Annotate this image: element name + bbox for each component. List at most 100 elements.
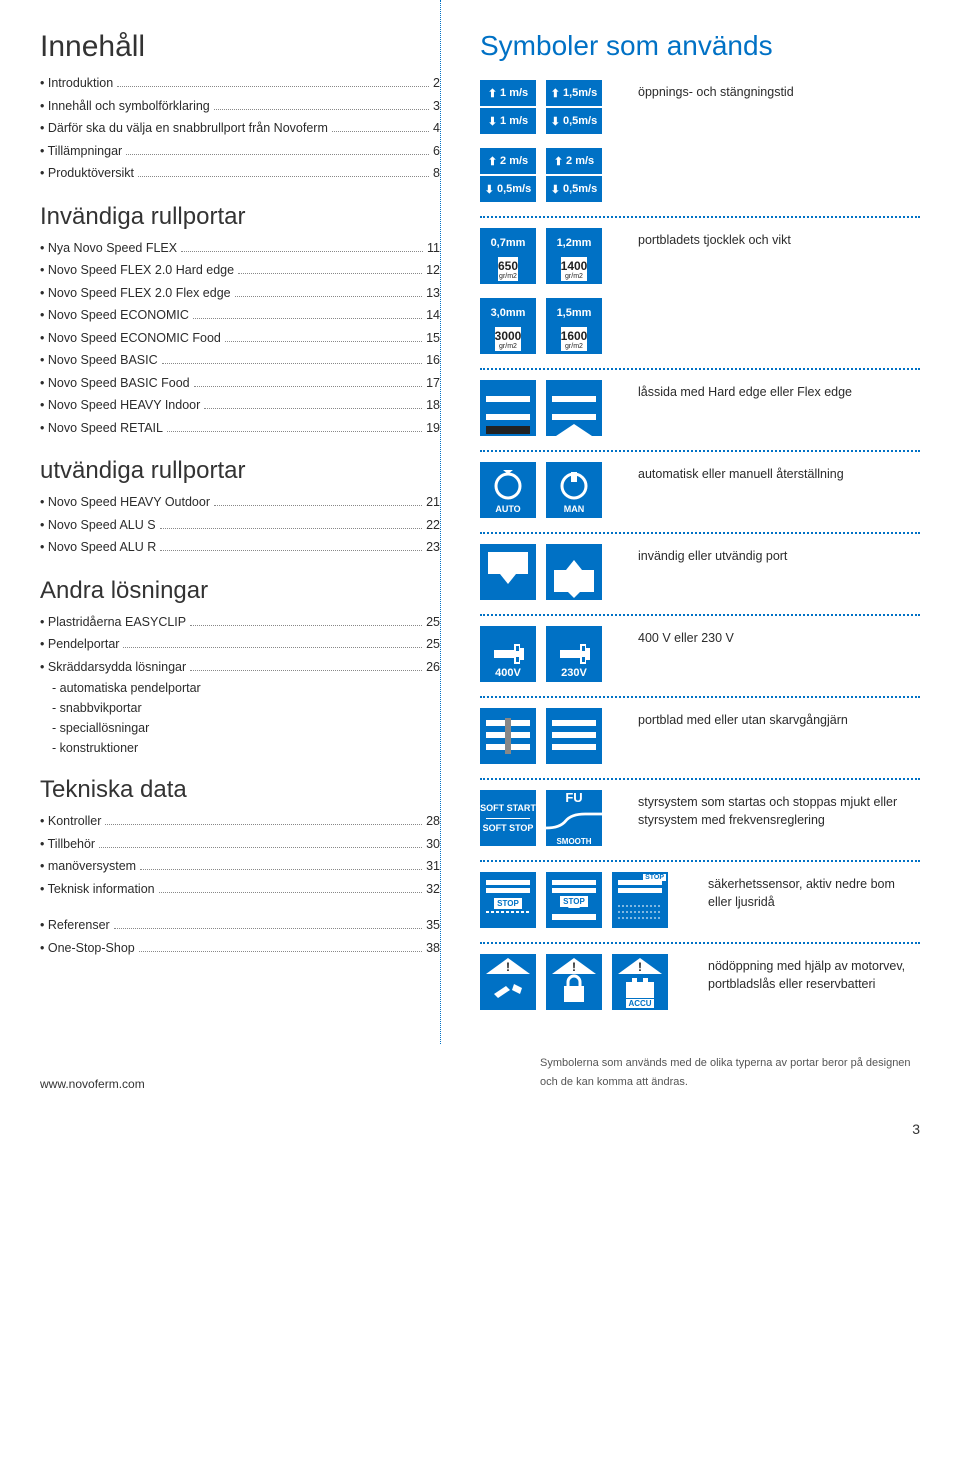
flex-edge-icon bbox=[546, 380, 602, 436]
toc-item-page: 11 bbox=[427, 237, 440, 260]
symbol-desc-safety: säkerhetssensor, aktiv nedre bom eller l… bbox=[708, 872, 920, 911]
symbol-row-speed2: ⬆2 m/s ⬇0,5m/s ⬆2 m/s ⬇0,5m/s bbox=[480, 148, 920, 202]
lock-icon: ! bbox=[546, 954, 602, 1010]
symbol-desc-reset: automatisk eller manuell återställning bbox=[638, 462, 920, 484]
toc-item-label: Novo Speed HEAVY Indoor bbox=[40, 394, 200, 417]
toc-item-label: Därför ska du välja en snabbrullport frå… bbox=[40, 117, 328, 140]
toc-item-label: Novo Speed ALU S bbox=[40, 514, 156, 537]
fu-label: FU bbox=[565, 790, 582, 805]
toc-line: Novo Speed ALU S22 bbox=[40, 514, 440, 537]
dotted-separator bbox=[480, 614, 920, 616]
toc-leader-dots bbox=[214, 505, 422, 506]
speed-c-up: 2 m/s bbox=[500, 155, 528, 167]
toc-title: Innehåll bbox=[40, 30, 440, 64]
plug-400v-icon: 400V bbox=[480, 626, 536, 682]
heading-andra: Andra lösningar bbox=[40, 577, 440, 605]
symbol-row-speed: ⬆1 m/s ⬇1 m/s ⬆1,5m/s ⬇0,5m/s öppnings- … bbox=[480, 80, 920, 134]
symbol-row-safety: STOP STOP STOP säkerhetssensor, aktiv ne… bbox=[480, 872, 920, 928]
toc-line: Pendelportar25 bbox=[40, 633, 440, 656]
stop-label-3: STOP bbox=[643, 874, 666, 881]
toc-subitem: automatiska pendelportar bbox=[40, 678, 440, 698]
thickness-icon-a: 0,7mm 650gr/m2 bbox=[480, 228, 536, 284]
toc-line: Därför ska du välja en snabbrullport frå… bbox=[40, 117, 440, 140]
toc-item-label: Novo Speed RETAIL bbox=[40, 417, 163, 440]
toc-item-label: Skräddarsydda lösningar bbox=[40, 656, 186, 679]
toc-item-page: 28 bbox=[426, 810, 440, 833]
vertical-divider bbox=[440, 0, 441, 1044]
toc-line: Novo Speed BASIC16 bbox=[40, 349, 440, 372]
toc-line: Tillämpningar6 bbox=[40, 140, 440, 163]
toc-leader-dots bbox=[332, 131, 429, 132]
toc-line: Novo Speed HEAVY Indoor18 bbox=[40, 394, 440, 417]
toc-item-label: Kontroller bbox=[40, 810, 101, 833]
toc-item-page: 3 bbox=[433, 95, 440, 118]
indoor-icon bbox=[480, 544, 536, 600]
toc-leader-dots bbox=[193, 318, 422, 319]
toc-item-page: 21 bbox=[426, 491, 440, 514]
toc-item-label: Nya Novo Speed FLEX bbox=[40, 237, 177, 260]
safety-sensor-icon: STOP bbox=[480, 872, 536, 928]
svg-text:!: ! bbox=[572, 960, 576, 974]
toc-item-label: Introduktion bbox=[40, 72, 113, 95]
speed-d-up: 2 m/s bbox=[566, 155, 594, 167]
speed-icon-c: ⬆2 m/s ⬇0,5m/s bbox=[480, 148, 536, 202]
toc-leader-dots bbox=[123, 647, 422, 648]
symbol-desc-drive: styrsystem som startas och stoppas mjukt… bbox=[638, 790, 920, 829]
svg-text:!: ! bbox=[506, 960, 510, 974]
toc-leader-dots bbox=[225, 341, 422, 342]
heading-tekniska: Tekniska data bbox=[40, 776, 440, 804]
toc-line: Novo Speed FLEX 2.0 Hard edge 12 bbox=[40, 259, 440, 282]
toc-leader-dots bbox=[214, 109, 429, 110]
thickness-d-val: 1,5mm bbox=[557, 298, 592, 327]
toc-item-label: Plastridåerna EASYCLIP bbox=[40, 611, 186, 634]
toc-line: Novo Speed ALU R23 bbox=[40, 536, 440, 559]
toc-item-label: Referenser bbox=[40, 914, 110, 937]
toc-subitem: snabbvikportar bbox=[40, 698, 440, 718]
dotted-separator bbox=[480, 216, 920, 218]
toc-item-label: Innehåll och symbolförklaring bbox=[40, 95, 210, 118]
toc-item-label: Novo Speed BASIC bbox=[40, 349, 158, 372]
hard-edge-icon bbox=[480, 380, 536, 436]
dotted-separator bbox=[480, 696, 920, 698]
speed-icon-b: ⬆1,5m/s ⬇0,5m/s bbox=[546, 80, 602, 134]
toc-line: Novo Speed RETAIL19 bbox=[40, 417, 440, 440]
thickness-icon-c: 3,0mm 3000gr/m2 bbox=[480, 298, 536, 354]
toc-item-label: Novo Speed BASIC Food bbox=[40, 372, 190, 395]
toc-item-page: 25 bbox=[426, 611, 440, 634]
toc-line: Novo Speed HEAVY Outdoor21 bbox=[40, 491, 440, 514]
toc-line: Novo Speed BASIC Food 17 bbox=[40, 372, 440, 395]
toc-item-page: 32 bbox=[426, 878, 440, 901]
thickness-icon-d: 1,5mm 1600gr/m2 bbox=[546, 298, 602, 354]
toc-item-label: Novo Speed ALU R bbox=[40, 536, 156, 559]
dotted-separator bbox=[480, 942, 920, 944]
toc-item-page: 12 bbox=[426, 259, 440, 282]
toc-item-label: Novo Speed FLEX 2.0 Hard edge bbox=[40, 259, 234, 282]
safety-boom-icon: STOP bbox=[546, 872, 602, 928]
speed-a-up: 1 m/s bbox=[500, 87, 528, 99]
toc-line: Novo Speed ECONOMIC Food15 bbox=[40, 327, 440, 350]
toc-item-page: 30 bbox=[426, 833, 440, 856]
toc-item-page: 14 bbox=[426, 304, 440, 327]
soft-start-label: SOFT START bbox=[480, 803, 536, 814]
toc-line: Produktöversikt8 bbox=[40, 162, 440, 185]
thickness-d-weight: 1600 bbox=[561, 329, 588, 343]
toc-line: Referenser35 bbox=[40, 914, 440, 937]
symbol-row-drive: SOFT START SOFT STOP FU SMOOTH styrsyste… bbox=[480, 790, 920, 846]
toc-item-page: 13 bbox=[426, 282, 440, 305]
thickness-a-unit: gr/m2 bbox=[499, 273, 517, 280]
dotted-separator bbox=[480, 860, 920, 862]
toc-item-page: 17 bbox=[426, 372, 440, 395]
symbols-column: Symboler som används ⬆1 m/s ⬇1 m/s ⬆1,5m… bbox=[480, 30, 920, 1024]
toc-item-page: 38 bbox=[426, 937, 440, 960]
heading-invandiga: Invändiga rullportar bbox=[40, 203, 440, 231]
toc-leader-dots bbox=[114, 928, 422, 929]
stop-label-1: STOP bbox=[494, 898, 522, 909]
auto-label: AUTO bbox=[495, 504, 520, 514]
toc-line: One-Stop-Shop38 bbox=[40, 937, 440, 960]
thickness-c-unit: gr/m2 bbox=[499, 343, 517, 350]
toc-line: Nya Novo Speed FLEX 11 bbox=[40, 237, 440, 260]
toc-leader-dots bbox=[117, 86, 429, 87]
safety-curtain-icon: STOP bbox=[612, 872, 668, 928]
stop-label-2: STOP bbox=[560, 896, 588, 907]
symbol-row-edge: låssida med Hard edge eller Flex edge bbox=[480, 380, 920, 436]
